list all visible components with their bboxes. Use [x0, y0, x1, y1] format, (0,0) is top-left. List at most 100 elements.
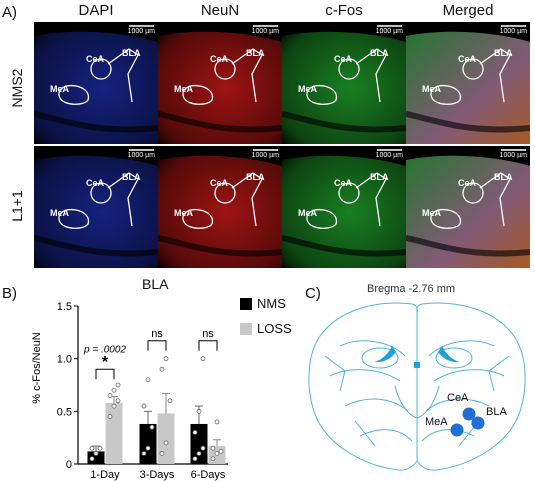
micrograph-label-bla: BLA	[370, 172, 389, 182]
micrograph-label-bla: BLA	[246, 48, 265, 58]
micrograph-label-cea: CeA	[210, 178, 229, 188]
atlas-dot-cea	[462, 407, 476, 421]
data-point	[111, 387, 117, 393]
data-point	[141, 403, 147, 409]
bar-chart: % c-Fos/NeuN 0 0.5 1.0 1.5 1-Day 3-Days 6-Days…	[31, 301, 228, 481]
micrograph-merged-l1: CeA BLA MeA 1000 µm	[406, 146, 530, 268]
scale-bar-label: 1000 µm	[251, 152, 279, 159]
data-point	[145, 377, 151, 383]
bar-nms	[139, 423, 157, 464]
y-tick-label: 1.0	[57, 354, 72, 366]
micrograph-label-bla: BLA	[246, 172, 265, 182]
data-point	[196, 451, 202, 456]
micrograph-label-mea: MeA	[174, 208, 194, 218]
data-point	[218, 448, 224, 454]
atlas-dot-bla	[471, 416, 485, 430]
atlas-ventricle-left	[374, 346, 396, 363]
atlas-label-mea: MeA	[425, 416, 448, 428]
data-point	[149, 424, 155, 430]
panel-c-label: C)	[305, 285, 321, 302]
column-header-dapi: DAPI	[78, 2, 114, 19]
data-point	[107, 393, 113, 398]
data-point	[210, 445, 216, 451]
p-value-label: p = .0002	[83, 344, 126, 355]
panel-a-label: A)	[2, 4, 17, 21]
data-point	[214, 419, 220, 425]
data-point	[93, 451, 99, 456]
column-header-cfos: c-Fos	[325, 2, 363, 19]
data-point	[210, 456, 216, 462]
legend-swatch-loss	[240, 323, 252, 335]
atlas-outline	[308, 302, 526, 471]
micrograph-label-cea: CeA	[210, 54, 229, 64]
scale-bar-label: 1000 µm	[127, 28, 155, 35]
column-header-neun: NeuN	[200, 2, 240, 19]
legend-label-loss: LOSS	[257, 321, 292, 336]
data-point	[115, 398, 121, 404]
y-tick-label: 0	[66, 459, 72, 471]
column-header-merged: Merged	[442, 2, 494, 19]
data-point	[200, 356, 206, 362]
micrograph-dapi-l1: CeA BLA MeA 1000 µm	[34, 146, 158, 268]
data-point	[107, 414, 113, 419]
bar-loss	[105, 402, 123, 464]
legend-label-nms: NMS	[257, 296, 286, 311]
data-point	[214, 451, 220, 456]
ns-label: ns	[202, 328, 214, 340]
data-point	[115, 382, 121, 388]
bregma-label: Bregma -2.76 mm	[367, 283, 456, 295]
data-point	[163, 356, 169, 362]
significance-bracket	[95, 368, 115, 380]
data-point	[196, 408, 202, 414]
micrograph-label-bla: BLA	[122, 172, 141, 182]
data-point	[192, 429, 198, 435]
y-tick-label: 0.5	[57, 406, 72, 418]
scale-bar-label: 1000 µm	[375, 152, 403, 159]
micrograph-label-bla: BLA	[370, 48, 389, 58]
scale-bar-label: 1000 µm	[499, 152, 527, 159]
significance-bracket	[147, 340, 167, 351]
scale-bar-label: 1000 µm	[375, 28, 403, 35]
atlas-label-cea: CeA	[447, 392, 469, 404]
data-point	[111, 403, 117, 409]
atlas-third-ventricle	[414, 362, 420, 368]
micrograph-cfos-nms2: CeA BLA MeA 1000 µm	[282, 22, 406, 144]
y-tick-label: 1.5	[57, 301, 72, 313]
data-point	[192, 456, 198, 462]
significance-star: *	[102, 354, 109, 371]
micrograph-label-mea: MeA	[174, 84, 194, 94]
atlas-ventricle-right	[438, 346, 460, 363]
significance-bracket	[198, 340, 218, 351]
atlas-dot-mea	[450, 423, 464, 437]
data-point	[200, 445, 206, 451]
micrograph-label-cea: CeA	[86, 54, 105, 64]
row-header-l1: L1+1	[9, 190, 25, 222]
scale-bar-label: 1000 µm	[499, 28, 527, 35]
micrograph-label-mea: MeA	[298, 84, 318, 94]
x-tick-label: 3-Days	[140, 469, 175, 481]
data-point	[159, 451, 165, 456]
y-axis-label: % c-Fos/NeuN	[31, 332, 43, 404]
micrograph-merged-nms2: CeA BLA MeA 1000 µm	[406, 22, 530, 144]
micrograph-label-bla: BLA	[494, 48, 513, 58]
data-point	[159, 366, 165, 372]
data-point	[97, 445, 103, 451]
micrograph-label-cea: CeA	[86, 178, 105, 188]
micrograph-label-mea: MeA	[422, 84, 442, 94]
micrograph-neun-l1: CeA BLA MeA 1000 µm	[158, 146, 282, 268]
micrograph-label-cea: CeA	[458, 54, 477, 64]
micrograph-label-cea: CeA	[334, 178, 353, 188]
micrograph-label-mea: MeA	[422, 208, 442, 218]
micrograph-label-bla: BLA	[494, 172, 513, 182]
micrograph-label-bla: BLA	[122, 48, 141, 58]
data-point	[163, 440, 169, 446]
scale-bar-label: 1000 µm	[251, 28, 279, 35]
data-point	[89, 445, 95, 451]
atlas-label-bla: BLA	[486, 406, 507, 418]
data-point	[141, 451, 147, 456]
data-point	[145, 445, 151, 451]
micrograph-neun-nms2: CeA BLA MeA 1000 µm	[158, 22, 282, 144]
x-tick-label: 6-Days	[191, 469, 226, 481]
ns-label: ns	[151, 328, 163, 340]
bar-loss	[157, 413, 175, 464]
